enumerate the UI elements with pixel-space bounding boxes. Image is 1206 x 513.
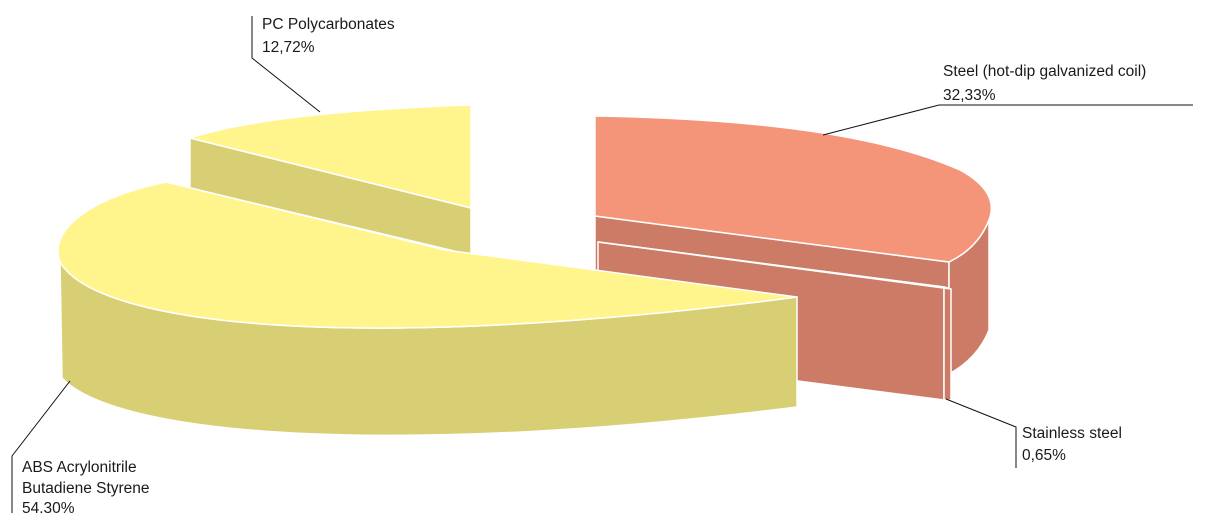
slice-pc-top [189, 104, 472, 209]
label-abs-line2: Butadiene Styrene [22, 480, 150, 497]
slice-steel-top [594, 115, 993, 263]
label-stainless-steel: Stainless steel [1022, 425, 1122, 442]
slice-pc [189, 104, 472, 256]
leader-abs [11, 380, 71, 513]
value-stainless-steel: 0,65% [1022, 447, 1066, 464]
value-abs: 54.30% [22, 500, 75, 513]
value-pc: 12,72% [262, 39, 315, 56]
leader-pc [251, 16, 321, 113]
slice-stainless-steel-top [597, 241, 952, 290]
label-steel: Steel (hot-dip galvanized coil) [943, 63, 1146, 80]
value-steel: 32,33% [943, 87, 996, 104]
leader-steel [822, 104, 1193, 136]
slice-stainless-steel-rim [943, 286, 952, 401]
slice-abs-top [57, 181, 798, 329]
slice-abs [57, 181, 798, 437]
leader-stainless-steel [945, 398, 1017, 468]
label-pc: PC Polycarbonates [262, 16, 395, 33]
label-abs-line1: ABS Acrylonitrile [22, 459, 137, 476]
